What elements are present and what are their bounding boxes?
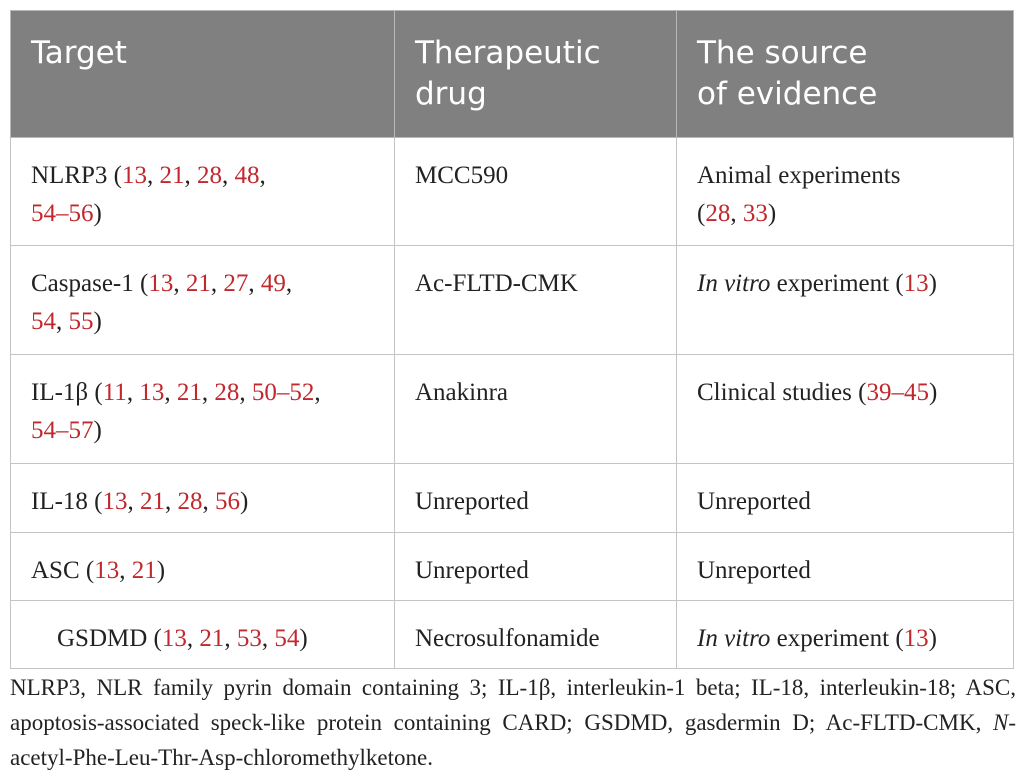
cell-drug: Anakinra <box>394 354 677 464</box>
reference-link[interactable]: 13 <box>94 557 120 584</box>
reference-link[interactable]: 27 <box>223 270 249 297</box>
header-therapeutic-drug: Therapeutic drug <box>394 10 677 138</box>
drug-name: Ac-FLTD-CMK <box>415 270 578 297</box>
reference-link[interactable]: 53 <box>236 625 262 652</box>
reference-link[interactable]: 13 <box>121 162 147 189</box>
reference-link[interactable]: 13 <box>161 625 187 652</box>
cell-drug: Unreported <box>394 532 677 601</box>
reference-link[interactable]: 54–57 <box>31 417 94 444</box>
drug-name: MCC590 <box>415 162 509 189</box>
header-drug-line1: Therapeutic <box>415 35 601 71</box>
data-table: Target Therapeutic drug The source of ev… <box>10 10 1014 669</box>
evidence-text: Clinical studies <box>697 379 852 406</box>
drug-name: Anakinra <box>415 379 509 406</box>
header-drug-line2: drug <box>415 76 487 112</box>
footnote-italic: N <box>992 710 1009 735</box>
reference-link[interactable]: 13 <box>148 270 174 297</box>
cell-evidence: Unreported <box>676 532 1014 601</box>
reference-link[interactable]: 28 <box>196 162 222 189</box>
table-footnote: NLRP3, NLR family pyrin domain containin… <box>10 670 1016 775</box>
evidence-text: experiment <box>776 625 890 652</box>
reference-link[interactable]: 28 <box>177 488 203 515</box>
table-row: IL-1β (11, 13, 21, 28, 50–52, 54–57) Anak… <box>10 354 1014 464</box>
reference-link[interactable]: 48 <box>234 162 260 189</box>
reference-link[interactable]: 39–45 <box>866 379 929 406</box>
drug-name: Unreported <box>415 488 529 515</box>
cell-target: IL-1β (11, 13, 21, 28, 50–52, 54–57) <box>10 354 395 464</box>
reference-link[interactable]: 56 <box>215 488 240 515</box>
target-name: NLRP3 <box>31 162 108 189</box>
reference-link[interactable]: 13 <box>903 625 929 652</box>
cell-evidence: Clinical studies (39–45) <box>676 354 1014 464</box>
cell-drug: Necrosulfonamide <box>394 600 677 669</box>
cell-drug: MCC590 <box>394 137 677 246</box>
header-evidence-line1: The source <box>697 35 868 71</box>
evidence-text: Unreported <box>697 557 811 584</box>
cell-evidence: Animal experiments (28, 33) <box>676 137 1014 246</box>
reference-link[interactable]: 21 <box>140 488 165 515</box>
target-name: ASC <box>31 557 80 584</box>
footnote-text-end: -acetyl-Phe-Leu-Thr-Asp-chloromethylketo… <box>10 710 1016 770</box>
table-row: NLRP3 (13, 21, 28, 48, 54–56) MCC590 Anim… <box>10 137 1014 246</box>
reference-link[interactable]: 55 <box>68 308 94 335</box>
reference-link[interactable]: 54 <box>274 625 300 652</box>
target-name: GSDMD <box>57 625 148 652</box>
cell-evidence: In vitro experiment (13) <box>676 600 1014 669</box>
evidence-text: Animal experiments <box>697 162 901 189</box>
table-row: GSDMD (13, 21, 53, 54) Necrosulfonamide … <box>10 600 1014 669</box>
reference-link[interactable]: 13 <box>102 488 128 515</box>
drug-name: Unreported <box>415 557 529 584</box>
reference-link[interactable]: 21 <box>131 557 157 584</box>
reference-link[interactable]: 21 <box>199 625 225 652</box>
cell-target: NLRP3 (13, 21, 28, 48, 54–56) <box>10 137 395 246</box>
target-name: IL-18 <box>31 488 88 515</box>
cell-drug: Ac-FLTD-CMK <box>394 245 677 355</box>
cell-target: GSDMD (13, 21, 53, 54) <box>10 600 395 669</box>
evidence-italic: In vitro <box>697 625 771 652</box>
target-name: Caspase-1 <box>31 270 134 297</box>
header-row: Target Therapeutic drug The source of ev… <box>10 10 1014 138</box>
reference-link[interactable]: 21 <box>176 379 202 406</box>
evidence-italic: In vitro <box>697 270 771 297</box>
evidence-text: experiment <box>776 270 890 297</box>
reference-link[interactable]: 11 <box>102 379 127 406</box>
header-source-of-evidence: The source of evidence <box>676 10 1014 138</box>
table-row: Caspase-1 (13, 21, 27, 49, 54, 55) Ac-FLT… <box>10 245 1014 355</box>
inflammasome-target-table: Target Therapeutic drug The source of ev… <box>10 10 1014 669</box>
reference-link[interactable]: 28 <box>214 379 240 406</box>
reference-link[interactable]: 13 <box>139 379 165 406</box>
table-row: IL-18 (13, 21, 28, 56) Unreported Unrepo… <box>10 463 1014 533</box>
reference-link[interactable]: 54–56 <box>31 200 94 227</box>
reference-link[interactable]: 13 <box>903 270 929 297</box>
reference-link[interactable]: 54 <box>31 308 56 335</box>
table-row: ASC (13, 21) Unreported Unreported <box>10 532 1014 601</box>
cell-target: IL-18 (13, 21, 28, 56) <box>10 463 395 533</box>
cell-target: ASC (13, 21) <box>10 532 395 601</box>
cell-drug: Unreported <box>394 463 677 533</box>
reference-link[interactable]: 33 <box>742 200 768 227</box>
header-evidence-line2: of evidence <box>697 76 878 112</box>
drug-name: Necrosulfonamide <box>415 625 600 652</box>
evidence-text: Unreported <box>697 488 811 515</box>
footnote-text: NLRP3, NLR family pyrin domain containin… <box>10 675 1016 735</box>
reference-link[interactable]: 21 <box>159 162 185 189</box>
cell-evidence: Unreported <box>676 463 1014 533</box>
header-target: Target <box>10 10 395 138</box>
reference-link[interactable]: 28 <box>705 200 731 227</box>
cell-target: Caspase-1 (13, 21, 27, 49, 54, 55) <box>10 245 395 355</box>
reference-link[interactable]: 49 <box>260 270 286 297</box>
reference-link[interactable]: 21 <box>185 270 211 297</box>
reference-link[interactable]: 50–52 <box>251 379 315 406</box>
cell-evidence: In vitro experiment (13) <box>676 245 1014 355</box>
header-target-line1: Target <box>31 35 127 71</box>
target-name: IL-1β <box>31 379 89 406</box>
